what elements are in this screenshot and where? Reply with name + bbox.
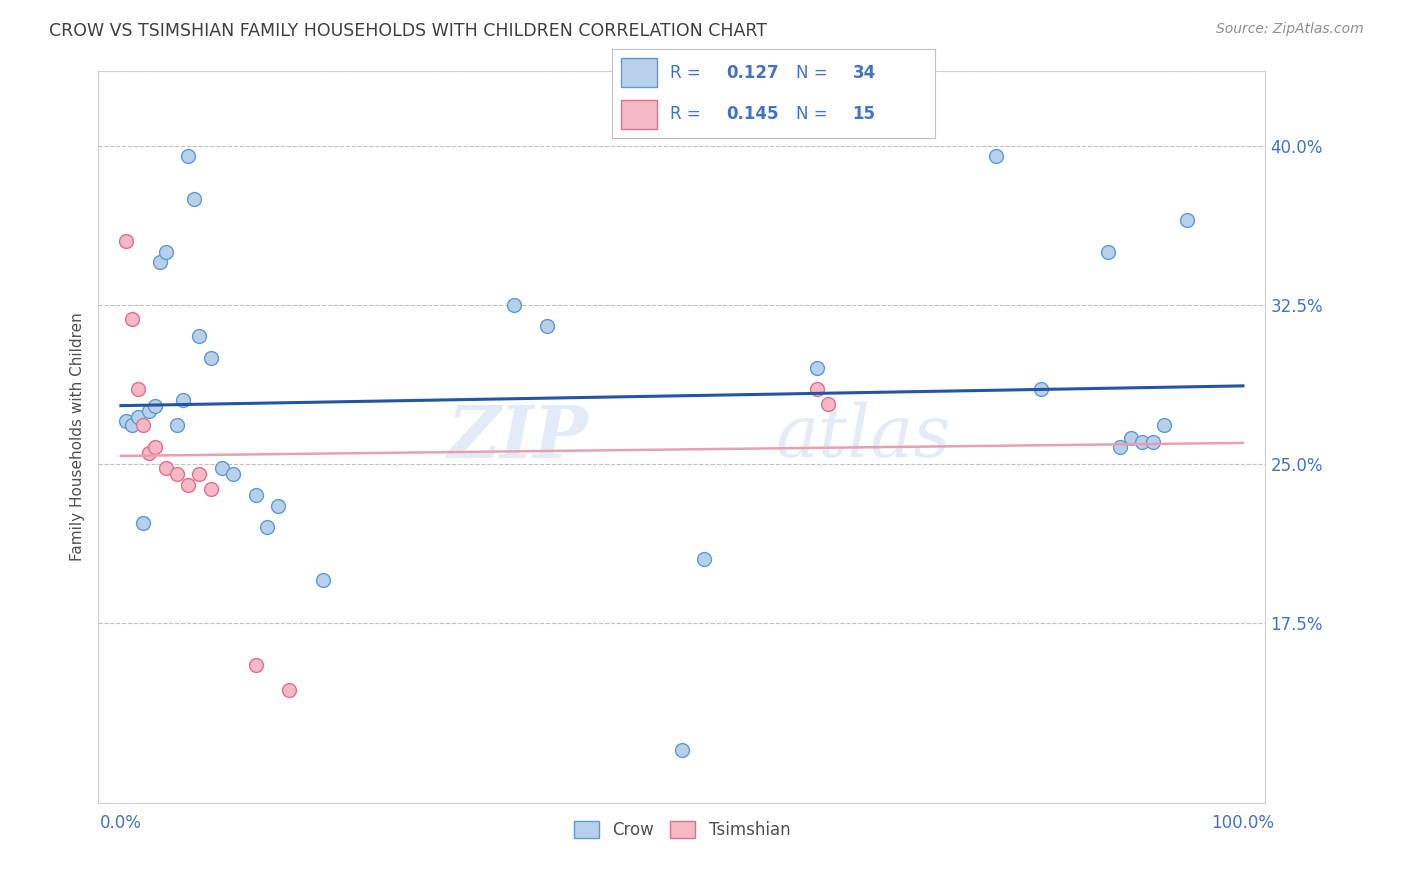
Point (183, 192, 205, 206)
Point (1029, 383, 1052, 397)
Text: N =: N = (796, 64, 832, 82)
Text: 0.145: 0.145 (727, 105, 779, 123)
Point (312, 573, 335, 587)
Point (166, 467, 188, 482)
Point (1108, 440, 1130, 454)
Text: 34: 34 (852, 64, 876, 82)
Point (121, 418, 143, 433)
Bar (621, 100, 657, 129)
Point (245, 488, 267, 502)
Text: 15: 15 (852, 105, 876, 123)
Point (1119, 431, 1142, 445)
Point (188, 467, 211, 482)
Point (502, 297, 524, 311)
Point (132, 418, 155, 433)
Point (200, 482, 222, 496)
Point (143, 440, 166, 454)
Text: ZIP: ZIP (447, 401, 589, 473)
Point (806, 383, 828, 397)
Text: N =: N = (796, 105, 832, 123)
Text: 0.127: 0.127 (727, 64, 779, 82)
Text: atlas: atlas (775, 401, 950, 473)
Text: Source: ZipAtlas.com: Source: ZipAtlas.com (1216, 22, 1364, 37)
Point (121, 312, 143, 326)
Point (177, 149, 200, 163)
Point (245, 658, 267, 673)
Point (127, 383, 149, 397)
Point (115, 414, 138, 428)
Point (671, 743, 693, 757)
Point (138, 446, 160, 460)
Point (172, 392, 194, 407)
Point (222, 467, 245, 482)
Point (984, 149, 1007, 163)
Point (155, 244, 177, 259)
Point (1130, 435, 1153, 450)
Point (143, 400, 166, 414)
Point (693, 552, 716, 566)
Point (1175, 212, 1198, 227)
Point (1153, 418, 1175, 433)
Point (536, 318, 558, 333)
Text: CROW VS TSIMSHIAN FAMILY HOUSEHOLDS WITH CHILDREN CORRELATION CHART: CROW VS TSIMSHIAN FAMILY HOUSEHOLDS WITH… (49, 22, 768, 40)
Bar (621, 58, 657, 87)
Point (211, 460, 233, 475)
Point (200, 351, 222, 365)
Point (806, 361, 828, 376)
Point (115, 234, 138, 248)
Legend: Crow, Tsimshian: Crow, Tsimshian (567, 814, 797, 846)
Text: R =: R = (669, 64, 706, 82)
Point (817, 397, 839, 411)
Point (1097, 244, 1119, 259)
Y-axis label: Family Households with Children: Family Households with Children (69, 313, 84, 561)
Point (267, 499, 290, 513)
Point (278, 683, 301, 698)
Point (177, 477, 200, 491)
Point (155, 460, 177, 475)
Point (1142, 435, 1164, 450)
Point (256, 520, 278, 534)
Point (127, 409, 149, 424)
Text: R =: R = (669, 105, 706, 123)
Point (149, 255, 172, 269)
Point (132, 516, 155, 530)
Point (166, 418, 188, 433)
Point (188, 329, 211, 343)
Point (138, 403, 160, 417)
